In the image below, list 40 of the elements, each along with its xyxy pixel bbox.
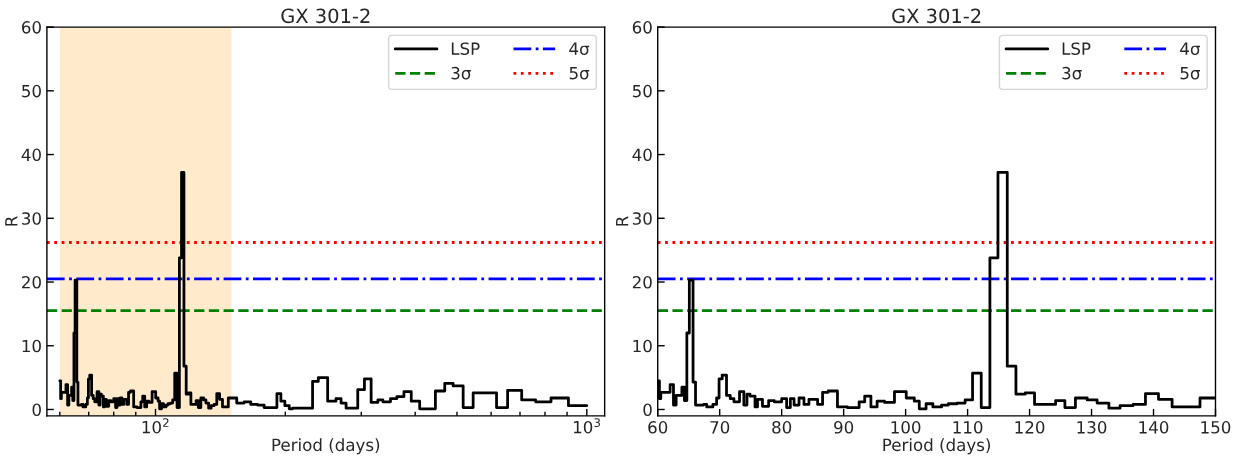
- x-tick-label: 130: [1077, 421, 1107, 434]
- x-tick-label: 110: [953, 421, 983, 434]
- legend-label: LSP: [1062, 42, 1091, 55]
- x-tick-label: 70: [710, 421, 730, 434]
- x-tick-label: 60: [648, 421, 668, 434]
- y-tick-label: 20: [632, 275, 652, 289]
- x-tick-label: 150: [1201, 421, 1231, 434]
- x-tick-label: 100: [891, 421, 921, 434]
- chart-title: GX 301-2: [892, 8, 981, 24]
- legend-label: 5σ: [1180, 67, 1200, 80]
- y-tick-label: 20: [22, 275, 41, 289]
- chart-title: GX 301-2: [281, 8, 370, 24]
- y-tick-label: 60: [21, 21, 41, 34]
- x-tick-label: 120: [1015, 421, 1045, 434]
- y-tick-label: 0: [643, 403, 652, 417]
- y-tick-label: 10: [22, 339, 41, 353]
- legend-label: 3σ: [1062, 66, 1082, 80]
- y-tick-label: 40: [632, 148, 652, 162]
- y-tick-label: 50: [22, 84, 41, 98]
- x-tick-label: 10$^{3}$: [573, 418, 600, 434]
- y-tick-label: 0: [32, 403, 41, 417]
- y-tick-label: 40: [21, 148, 41, 162]
- y-tick-label: 10: [633, 339, 652, 353]
- legend-label: 4σ: [569, 42, 590, 55]
- legend-label: 5σ: [569, 67, 590, 80]
- y-tick-label: 60: [632, 21, 652, 34]
- x-tick-label: 10$^{2}$: [142, 418, 169, 434]
- y-tick-label: 30: [22, 212, 41, 225]
- y-tick-label: 50: [632, 84, 652, 98]
- legend-label: 4σ: [1180, 42, 1200, 55]
- legend-label: LSP: [451, 42, 480, 55]
- x-tick-label: 80: [772, 421, 792, 434]
- legend-label: 3σ: [451, 66, 471, 80]
- x-tick-label: 90: [834, 421, 854, 434]
- x-axis-title: Period (days): [272, 438, 380, 455]
- y-tick-label: 30: [632, 212, 652, 225]
- y-axis-title: R: [616, 216, 629, 226]
- x-axis-title: Period (days): [883, 438, 990, 455]
- y-axis-title: R: [5, 216, 18, 226]
- x-tick-label: 140: [1139, 421, 1169, 434]
